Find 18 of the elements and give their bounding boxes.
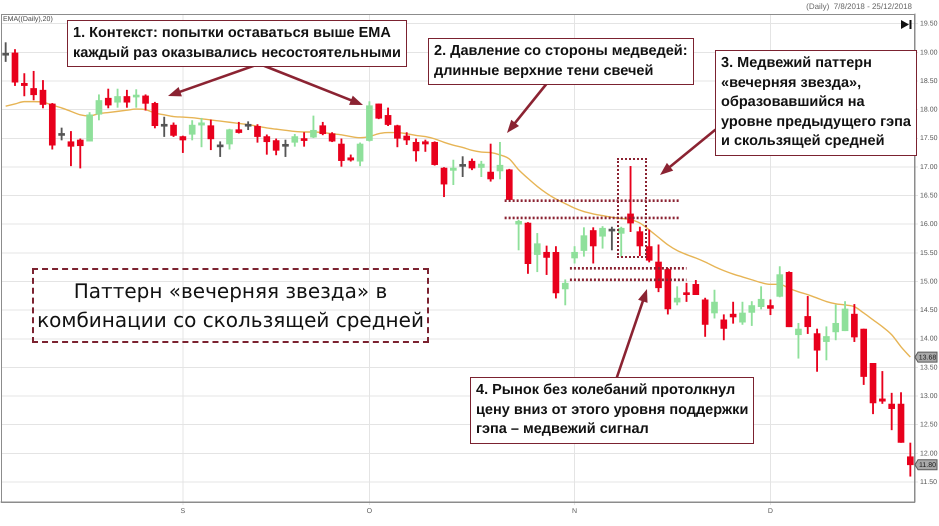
annotation: 3. Медвежий паттерн «вечерняя звезда», образовавшийся на уровне предыдущего гэпа и скользящей средней [715, 50, 917, 156]
candlestick [515, 220, 522, 250]
annotation: 1. Контекст: попытки оставаться выше EMA каждый раз оказывались несостоятельными [67, 20, 407, 67]
candlestick [450, 160, 457, 186]
chart-title: (Daily) 7/8/2018 - 25/12/2018 [806, 2, 912, 11]
annotation: 2. Давление со стороны медведей: длинные верхние тени свечей [428, 38, 694, 85]
annotation: Паттерн «вечерняя звезда» в комбинации со скользящей средней [32, 268, 429, 343]
candlestick [608, 226, 616, 250]
candlestick [68, 131, 74, 166]
candlestick [2, 42, 9, 62]
candlestick [216, 141, 224, 157]
candlestick [198, 118, 205, 148]
candlestick [300, 132, 308, 147]
candlestick [459, 156, 466, 177]
candlestick [879, 371, 886, 404]
annotation: 4. Рынок без колебаний протолкнул цену вниз от этого уровня поддержки гэпа – медвежий сигнал [470, 377, 754, 444]
candlestick [282, 140, 289, 157]
candlestick [683, 282, 690, 302]
